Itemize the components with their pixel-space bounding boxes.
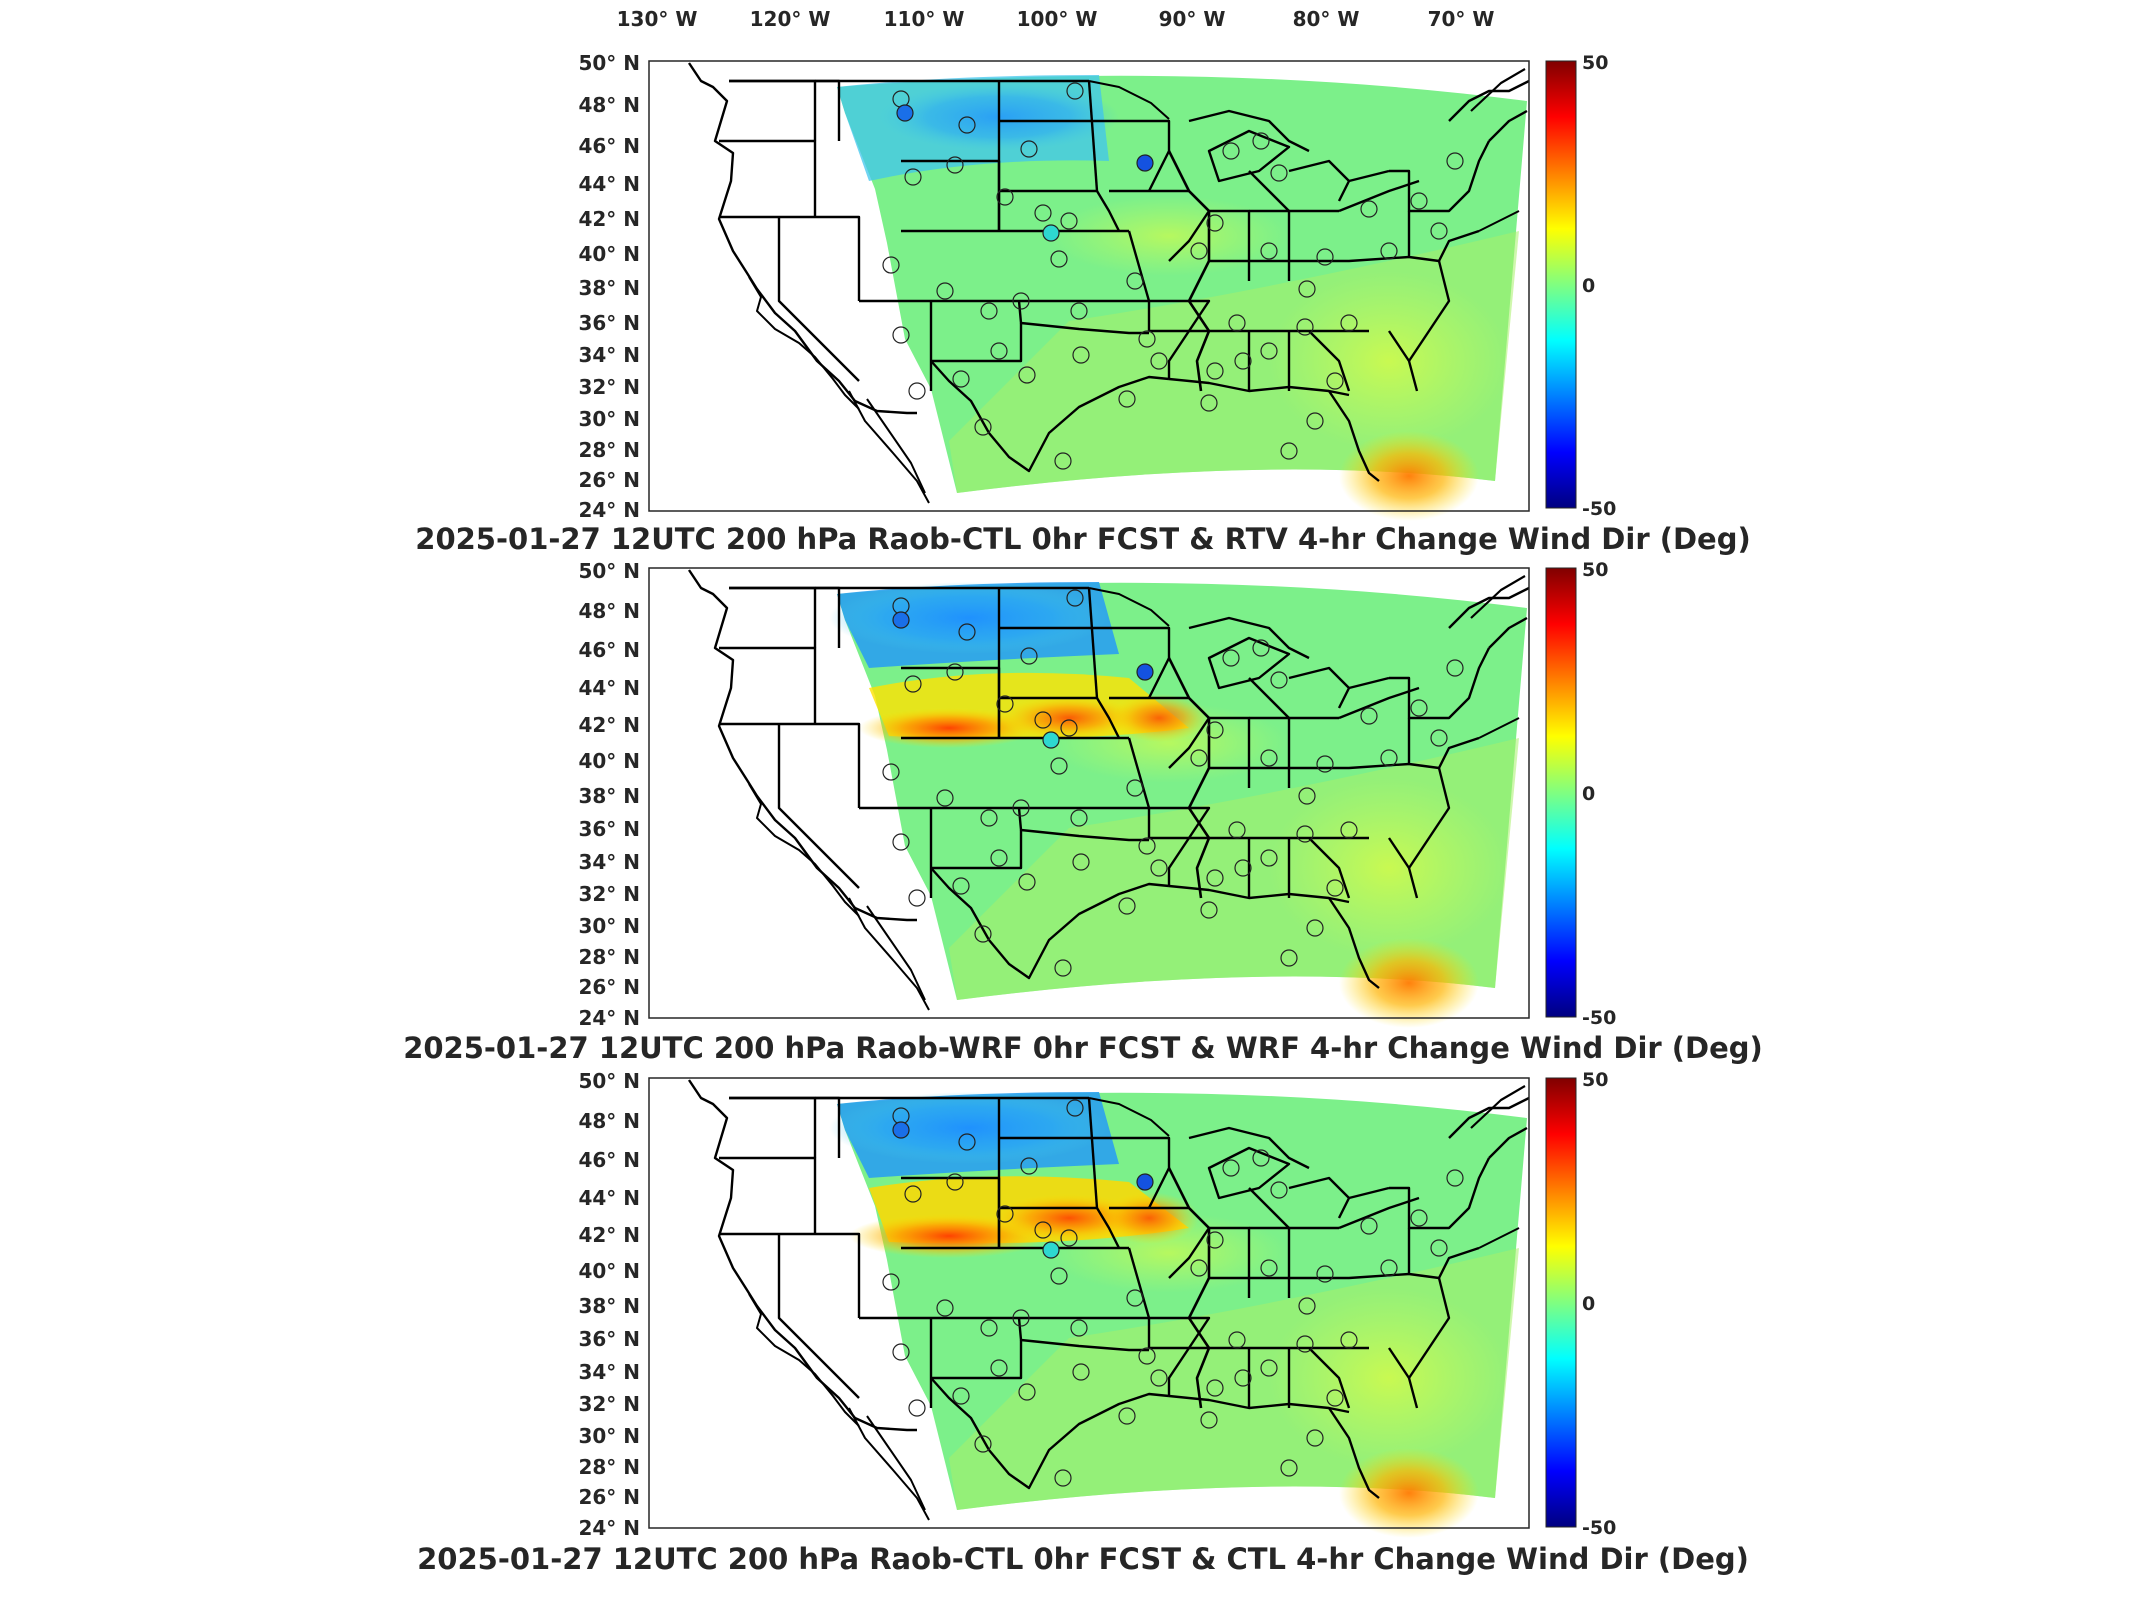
lat-label: 24° N bbox=[578, 1006, 640, 1030]
panel-3-lat-labels: 50° N 48° N 46° N 44° N 42° N 40° N 38° … bbox=[578, 1069, 640, 1540]
lat-label: 34° N bbox=[578, 1360, 640, 1384]
lat-label: 44° N bbox=[578, 676, 640, 700]
lat-label: 32° N bbox=[578, 375, 640, 399]
lat-label: 48° N bbox=[578, 93, 640, 117]
lon-label-120w: 120° W bbox=[750, 7, 831, 31]
panel-3-colorbar: 50 0 -50 bbox=[1545, 1069, 1616, 1539]
lat-label: 50° N bbox=[578, 51, 640, 75]
panel-3-frame bbox=[648, 1077, 1530, 1529]
lat-label: 46° N bbox=[578, 638, 640, 662]
lat-label: 40° N bbox=[578, 1259, 640, 1283]
lat-label: 28° N bbox=[578, 1455, 640, 1479]
lat-label: 34° N bbox=[578, 343, 640, 367]
lon-label-130w: 130° W bbox=[617, 7, 698, 31]
lat-label: 40° N bbox=[578, 749, 640, 773]
lat-label: 46° N bbox=[578, 1148, 640, 1172]
panel-2-lat-labels: 50° N 48° N 46° N 44° N 42° N 40° N 38° … bbox=[578, 559, 640, 1030]
panel-3-title: 2025-01-27 12UTC 200 hPa Raob-CTL 0hr FC… bbox=[417, 1542, 1749, 1576]
colorbar-min-label: -50 bbox=[1582, 1007, 1616, 1029]
lat-label: 32° N bbox=[578, 882, 640, 906]
lat-label: 38° N bbox=[578, 1294, 640, 1318]
panel-2-title: 2025-01-27 12UTC 200 hPa Raob-WRF 0hr FC… bbox=[403, 1031, 1763, 1065]
lat-label: 44° N bbox=[578, 172, 640, 196]
lat-label: 30° N bbox=[578, 407, 640, 431]
lat-label: 42° N bbox=[578, 1223, 640, 1247]
panel-1-title: 2025-01-27 12UTC 200 hPa Raob-CTL 0hr FC… bbox=[415, 522, 1750, 556]
lat-label: 28° N bbox=[578, 945, 640, 969]
lat-label: 28° N bbox=[578, 438, 640, 462]
panel-2-blue-band bbox=[829, 582, 1119, 668]
colorbar-mid-label: 0 bbox=[1582, 275, 1595, 297]
colorbar-min-label: -50 bbox=[1582, 498, 1616, 520]
lat-label: 44° N bbox=[578, 1186, 640, 1210]
panel-2-map bbox=[648, 567, 1531, 1028]
panel-1-blue-band bbox=[837, 75, 1119, 181]
panel-3-map bbox=[648, 1077, 1531, 1538]
lon-label-100w: 100° W bbox=[1017, 7, 1098, 31]
colorbar-max-label: 50 bbox=[1582, 1069, 1608, 1091]
colorbar-max-label: 50 bbox=[1582, 559, 1608, 581]
panel-2: 50° N 48° N 46° N 44° N 42° N 40° N 38° … bbox=[403, 559, 1763, 1065]
colorbar-min-label: -50 bbox=[1582, 1517, 1616, 1539]
lat-label: 48° N bbox=[578, 599, 640, 623]
panel-1: 50° N 48° N 46° N 44° N 42° N 40° N 38° … bbox=[415, 51, 1750, 556]
lat-label: 50° N bbox=[578, 1069, 640, 1093]
lat-label: 38° N bbox=[578, 276, 640, 300]
lon-label-110w: 110° W bbox=[884, 7, 965, 31]
lat-label: 38° N bbox=[578, 784, 640, 808]
panel-1-lat-labels: 50° N 48° N 46° N 44° N 42° N 40° N 38° … bbox=[578, 51, 640, 522]
lat-label: 26° N bbox=[578, 975, 640, 999]
lat-label: 24° N bbox=[578, 1516, 640, 1540]
lat-label: 32° N bbox=[578, 1392, 640, 1416]
lat-label: 36° N bbox=[578, 817, 640, 841]
lat-label: 26° N bbox=[578, 468, 640, 492]
lat-label: 34° N bbox=[578, 850, 640, 874]
lat-label: 42° N bbox=[578, 207, 640, 231]
panel-2-colorbar: 50 0 -50 bbox=[1545, 559, 1616, 1029]
lat-label: 26° N bbox=[578, 1485, 640, 1509]
lat-label: 24° N bbox=[578, 498, 640, 522]
lat-label: 46° N bbox=[578, 134, 640, 158]
panel-3-blue-band bbox=[829, 1092, 1119, 1178]
lat-label: 42° N bbox=[578, 713, 640, 737]
lat-label: 48° N bbox=[578, 1109, 640, 1133]
colorbar-mid-label: 0 bbox=[1582, 783, 1595, 805]
colorbar-max-label: 50 bbox=[1582, 52, 1608, 74]
lat-label: 30° N bbox=[578, 1424, 640, 1448]
lat-label: 36° N bbox=[578, 311, 640, 335]
lon-label-80w: 80° W bbox=[1293, 7, 1360, 31]
lat-label: 30° N bbox=[578, 914, 640, 938]
panel-1-frame bbox=[648, 60, 1530, 512]
colorbar-mid-label: 0 bbox=[1582, 1293, 1595, 1315]
panel-2-frame bbox=[648, 567, 1530, 1019]
panel-1-map bbox=[648, 60, 1531, 522]
panel-3: 50° N 48° N 46° N 44° N 42° N 40° N 38° … bbox=[417, 1069, 1749, 1576]
lon-label-70w: 70° W bbox=[1428, 7, 1495, 31]
lat-label: 50° N bbox=[578, 559, 640, 583]
longitude-labels: 130° W 120° W 110° W 100° W 90° W 80° W … bbox=[617, 7, 1495, 31]
lat-label: 40° N bbox=[578, 242, 640, 266]
lat-label: 36° N bbox=[578, 1327, 640, 1351]
panel-1-colorbar: 50 0 -50 bbox=[1545, 52, 1616, 520]
lon-label-90w: 90° W bbox=[1159, 7, 1226, 31]
